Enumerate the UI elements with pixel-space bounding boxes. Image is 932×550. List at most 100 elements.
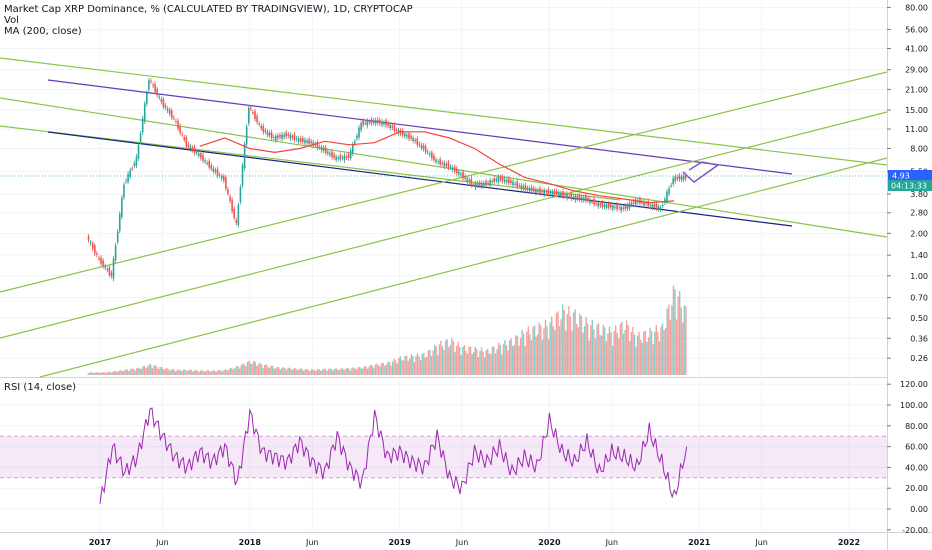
candle-body <box>597 202 600 207</box>
volume-bar <box>198 371 200 375</box>
volume-bar <box>337 369 339 375</box>
volume-bar <box>189 369 191 375</box>
volume-bar <box>639 339 642 375</box>
candle-body <box>160 98 163 103</box>
volume-bar <box>384 365 386 375</box>
countdown-badge: 04:13:33 <box>891 182 927 191</box>
volume-bar <box>533 325 536 375</box>
volume-bar <box>223 369 225 375</box>
volume-legend[interactable]: Vol <box>4 15 19 26</box>
volume-bar <box>526 331 528 375</box>
volume-bar <box>558 326 561 375</box>
volume-bar <box>248 360 250 375</box>
candle-body <box>643 201 645 206</box>
candle-body <box>173 117 175 119</box>
volume-bar <box>310 369 313 375</box>
candle-body <box>516 181 518 187</box>
volume-bar <box>114 370 116 375</box>
volume-bar <box>454 351 456 375</box>
candle-body <box>532 188 535 192</box>
volume-bar <box>448 347 450 375</box>
candle-body <box>439 159 441 165</box>
volume-bar <box>438 344 441 375</box>
volume-bar <box>604 327 606 375</box>
volume-bar <box>192 371 194 375</box>
x-tick-label: 2022 <box>838 538 860 547</box>
volume-bar <box>552 326 555 375</box>
volume-bar <box>594 338 597 375</box>
chart-title[interactable]: Market Cap XRP Dominance, % (CALCULATED … <box>4 4 413 15</box>
candle-body <box>133 163 136 166</box>
rsi-legend[interactable]: RSI (14, close) <box>4 382 77 393</box>
candle-body <box>641 201 643 204</box>
volume-bar <box>554 330 556 375</box>
candle-body <box>191 147 194 151</box>
candle-body <box>408 133 410 139</box>
candle-body <box>245 126 248 145</box>
x-tick-label: 2021 <box>688 538 711 547</box>
candle-body <box>100 257 102 264</box>
volume-bar <box>664 328 667 375</box>
candle-body <box>331 151 333 158</box>
candle-body <box>547 189 550 195</box>
trend-line <box>0 111 888 339</box>
volume-bar <box>647 337 650 375</box>
volume-bar <box>671 305 673 375</box>
volume-bar <box>159 366 161 375</box>
candle-body <box>578 195 581 200</box>
candle-body <box>628 203 631 209</box>
volume-bar <box>349 370 352 375</box>
volume-bar <box>365 366 367 375</box>
volume-bar <box>629 341 631 375</box>
trend-line <box>47 131 793 227</box>
volume-bar <box>650 330 653 375</box>
candle-body <box>320 147 323 151</box>
candle-body <box>204 160 206 162</box>
candle-body <box>264 130 267 133</box>
volume-bar <box>630 332 633 375</box>
trend-channel-lines[interactable] <box>0 57 888 378</box>
volume-bar <box>96 372 99 375</box>
ma-legend[interactable]: MA (200, close) <box>4 26 82 37</box>
volume-bar <box>576 323 578 375</box>
candle-body <box>580 197 583 201</box>
volume-bar <box>569 316 572 375</box>
volume-bar <box>150 364 152 375</box>
volume-bar <box>368 366 370 375</box>
volume-bar <box>473 351 475 375</box>
volume-bar <box>538 322 540 375</box>
volume-bar <box>315 370 317 375</box>
candle-body <box>503 179 506 182</box>
volume-bar <box>663 330 665 375</box>
candle-body <box>549 192 552 194</box>
price-tick-label: 41.00 <box>905 44 928 53</box>
volume-bar <box>285 370 288 375</box>
volume-bar <box>410 354 413 375</box>
volume-bar <box>373 368 375 375</box>
candle-body <box>499 177 502 180</box>
volume-bar <box>401 359 403 375</box>
volume-bar <box>263 365 266 375</box>
volume-bar <box>521 329 523 375</box>
volume-bar <box>480 347 483 375</box>
candle-body <box>123 184 125 198</box>
candle-body <box>318 146 321 148</box>
candle-body <box>310 141 312 144</box>
candle-body <box>227 189 229 194</box>
volume-bar <box>242 363 244 375</box>
candle-body <box>622 207 625 209</box>
candle-body <box>591 201 593 203</box>
candle-body <box>630 202 633 205</box>
volume-bar <box>633 334 636 375</box>
rsi-legend-wrap: RSI (14, close) <box>4 382 76 393</box>
volume-bar <box>104 372 107 375</box>
volume-bar <box>675 319 678 375</box>
volume-bar <box>134 370 136 375</box>
candle-body <box>239 187 242 202</box>
volume-bar <box>374 364 377 375</box>
candle-body <box>252 112 254 114</box>
candle-body <box>435 159 437 162</box>
volume-bar <box>471 354 473 375</box>
candle-body <box>518 185 521 187</box>
